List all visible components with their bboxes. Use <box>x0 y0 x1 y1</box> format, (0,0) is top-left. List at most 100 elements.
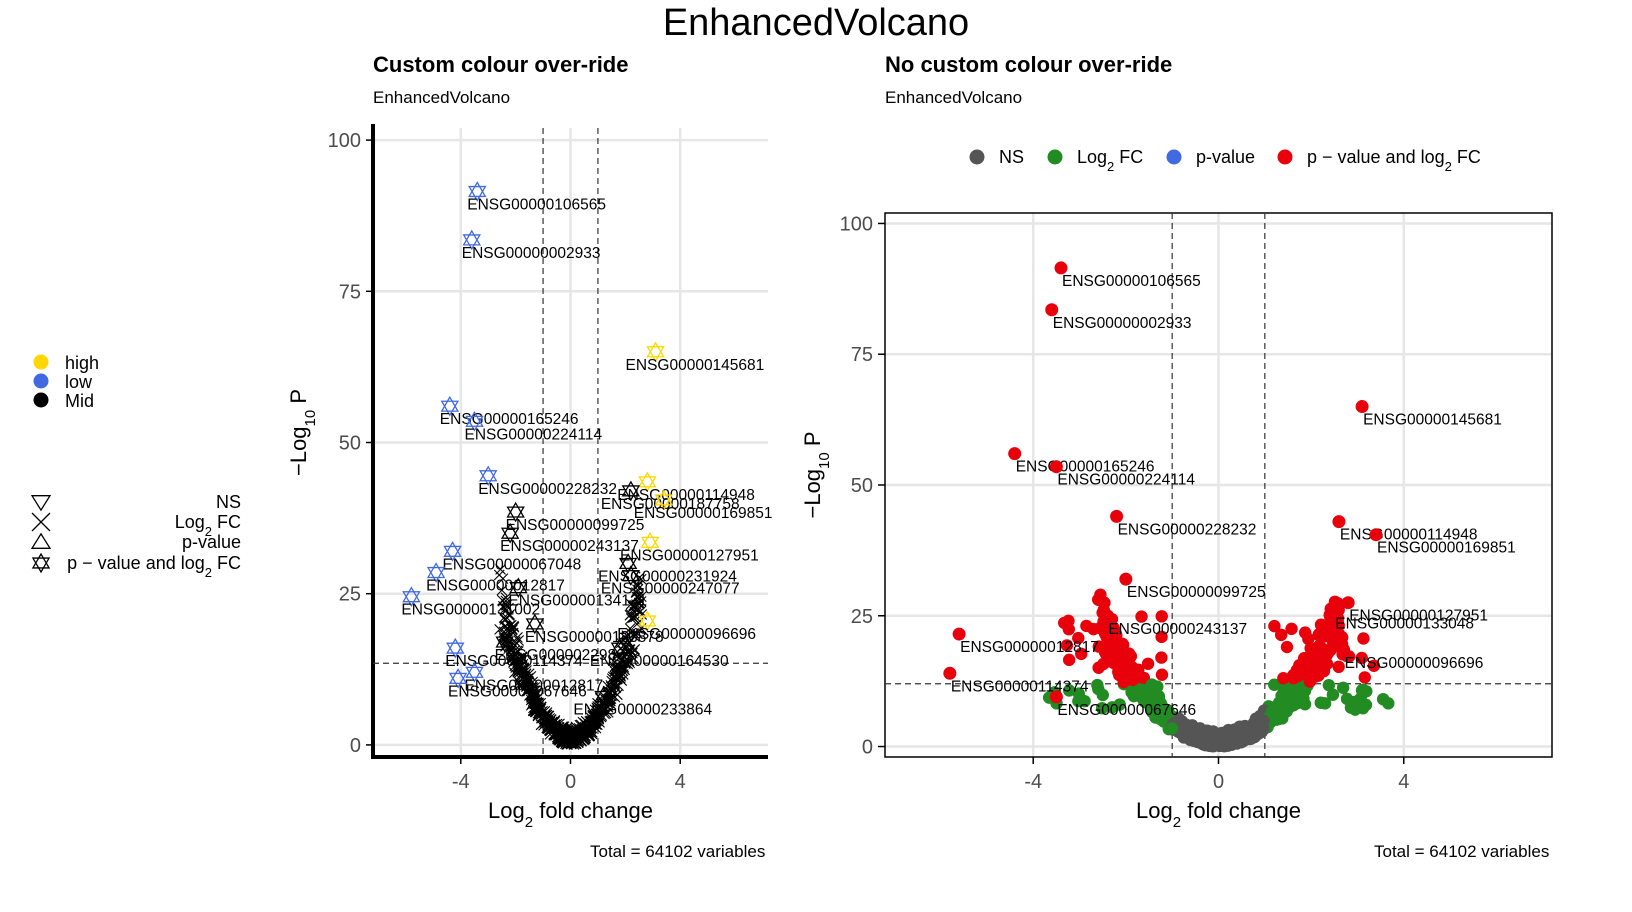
left-data-point <box>525 688 537 700</box>
left-data-point <box>623 655 635 667</box>
left-x-tick-label: 4 <box>675 771 686 793</box>
right-y-tick-label: 50 <box>851 475 873 497</box>
left-labelled-point <box>495 636 514 653</box>
right-point-label: ENSG00000165246 <box>1016 459 1155 476</box>
left-point-label: ENSG00000164530 <box>590 653 729 670</box>
left-labelled-point <box>402 586 421 603</box>
left-data-point <box>621 630 633 642</box>
right-legend-label: p-value <box>1196 147 1255 167</box>
left-y-tick-label: 75 <box>339 281 361 303</box>
left-point-label: ENSG00000247077 <box>601 581 740 598</box>
right-data-point <box>1113 649 1126 662</box>
right-data-point <box>1344 701 1358 714</box>
right-data-point <box>1298 626 1312 639</box>
right-labelled-point <box>943 666 957 680</box>
left-y-axis-label: −Log10 P <box>286 389 319 476</box>
right-point-label: ENSG00000096696 <box>1345 655 1484 672</box>
right-data-point <box>1327 618 1340 631</box>
left-data-point <box>502 622 513 634</box>
left-labelled-point <box>465 415 484 432</box>
right-labelled-point <box>1008 447 1022 461</box>
left-data-point <box>540 708 552 720</box>
left-point-label: ENSG00000165246 <box>440 411 579 428</box>
right-data-point <box>1155 668 1169 681</box>
left-labelled-point <box>500 522 520 539</box>
left-y-tick-label: 25 <box>339 584 361 606</box>
right-point-label: ENSG00000127951 <box>1349 608 1488 625</box>
left-y-tick-label: 50 <box>339 433 361 455</box>
right-labelled-point <box>1369 528 1383 542</box>
left-labelled-point <box>446 637 465 654</box>
left-data-point <box>625 613 637 624</box>
right-data-point <box>1155 610 1168 623</box>
left-labelled-point <box>654 494 673 511</box>
legend-label-high: high <box>65 353 99 373</box>
left-data-point <box>508 657 519 668</box>
right-data-point <box>1060 639 1074 652</box>
left-data-point <box>619 664 631 676</box>
legend-shape-label: NS <box>216 492 241 512</box>
right-data-point <box>1326 688 1340 701</box>
right-data-point <box>1058 616 1071 630</box>
right-data-point <box>1141 657 1155 670</box>
right-data-point <box>1092 682 1105 696</box>
right-data-point <box>1072 687 1085 700</box>
left-y-tick-label: 0 <box>350 735 361 757</box>
left-point-label: ENSG00000114374 <box>445 653 583 670</box>
right-data-point <box>1151 680 1164 693</box>
left-x-tick-label: -4 <box>452 771 470 793</box>
left-labelled-point <box>509 577 528 594</box>
left-labelled-point <box>638 610 657 627</box>
left-data-point <box>625 608 637 620</box>
left-data-point <box>570 738 582 750</box>
left-labelled-point <box>640 536 660 553</box>
left-point-label: ENSG00000127951 <box>620 547 759 564</box>
right-legend-label: p − value and log2 FC <box>1307 147 1481 174</box>
left-labelled-point <box>621 480 641 497</box>
left-point-label: ENSG00000114948 <box>617 487 755 504</box>
right-labelled-point <box>1337 643 1351 657</box>
left-labelled-point <box>462 234 481 251</box>
right-point-label: ENSG00000224114 <box>1057 472 1195 489</box>
left-data-point <box>577 724 589 736</box>
right-point-label: ENSG00000145681 <box>1363 412 1502 429</box>
left-point-label: ENSG00000096696 <box>617 626 756 643</box>
left-data-point <box>609 661 621 673</box>
legend-star-icon <box>31 552 51 569</box>
right-data-point <box>1132 685 1146 698</box>
right-x-axis-label: Log2 fold change <box>1136 798 1301 831</box>
left-labelled-point <box>448 668 468 684</box>
left-labelled-point <box>638 471 657 488</box>
right-plot-title: No custom colour over-ride <box>885 52 1173 77</box>
right-data-point <box>1276 707 1290 720</box>
left-point-label: ENSG00000224114 <box>464 426 602 443</box>
right-labelled-point <box>1049 460 1063 474</box>
left-labelled-point <box>621 565 641 582</box>
left-labelled-point <box>621 485 641 502</box>
right-data-point <box>1276 680 1290 694</box>
right-legend-dot <box>1166 149 1182 165</box>
right-labelled-point <box>1341 596 1355 610</box>
left-data-point <box>513 635 525 646</box>
left-data-point <box>574 733 586 745</box>
right-point-label: ENSG00000169851 <box>1377 540 1516 557</box>
right-y-tick-label: 0 <box>862 737 873 759</box>
right-legend-label: Log2 FC <box>1077 147 1143 174</box>
right-point-label: ENSG00000114374 <box>951 678 1089 695</box>
right-data-point <box>1112 668 1126 682</box>
right-data-point <box>1165 722 1179 735</box>
right-data-point <box>1304 673 1317 687</box>
legend-label-mid: Mid <box>65 391 94 411</box>
right-labelled-point <box>1054 261 1068 275</box>
legend-star-icon <box>31 557 51 574</box>
right-point-label: ENSG00000002933 <box>1053 315 1192 332</box>
right-y-tick-label: 100 <box>840 213 873 235</box>
right-data-point <box>1356 701 1370 715</box>
right-x-tick-label: 4 <box>1398 771 1409 793</box>
right-data-point <box>1239 724 1253 738</box>
right-point-label: ENSG00000106565 <box>1062 273 1201 290</box>
right-data-point <box>1154 712 1167 726</box>
right-data-point <box>1336 681 1350 694</box>
legend-shape-label: p − value and log2 FC <box>67 553 241 580</box>
